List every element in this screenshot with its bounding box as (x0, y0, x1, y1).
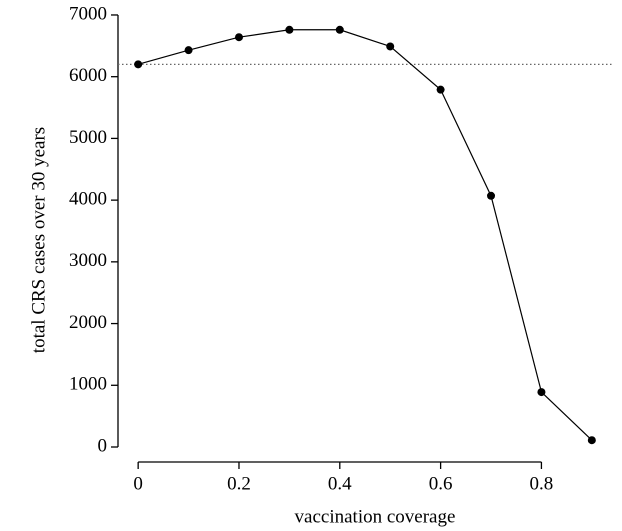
data-point (537, 388, 546, 397)
y-tick-label: 7000 (69, 3, 107, 24)
data-line (138, 29, 593, 441)
y-tick-label: 1000 (69, 374, 107, 395)
y-tick-label: 0 (98, 435, 108, 456)
data-point (184, 46, 193, 55)
data-point (386, 42, 395, 51)
x-tick-label: 0.8 (530, 473, 554, 494)
y-tick-label: 6000 (69, 65, 107, 86)
data-point (436, 85, 445, 94)
data-point (134, 60, 143, 69)
x-tick-label: 0.4 (328, 473, 352, 494)
x-tick-label: 0 (133, 473, 143, 494)
y-tick-label: 4000 (69, 188, 107, 209)
y-tick-label: 3000 (69, 250, 107, 271)
x-tick-label: 0.2 (227, 473, 251, 494)
x-axis-label: vaccination coverage (295, 506, 456, 527)
data-point (587, 436, 596, 445)
y-tick-label: 2000 (69, 312, 107, 333)
data-point (234, 33, 243, 42)
y-axis-label: total CRS cases over 30 years (28, 127, 49, 353)
data-point (335, 25, 344, 34)
data-point (487, 191, 496, 200)
x-tick-label: 0.6 (429, 473, 453, 494)
y-tick-label: 5000 (69, 127, 107, 148)
data-point (285, 25, 294, 34)
